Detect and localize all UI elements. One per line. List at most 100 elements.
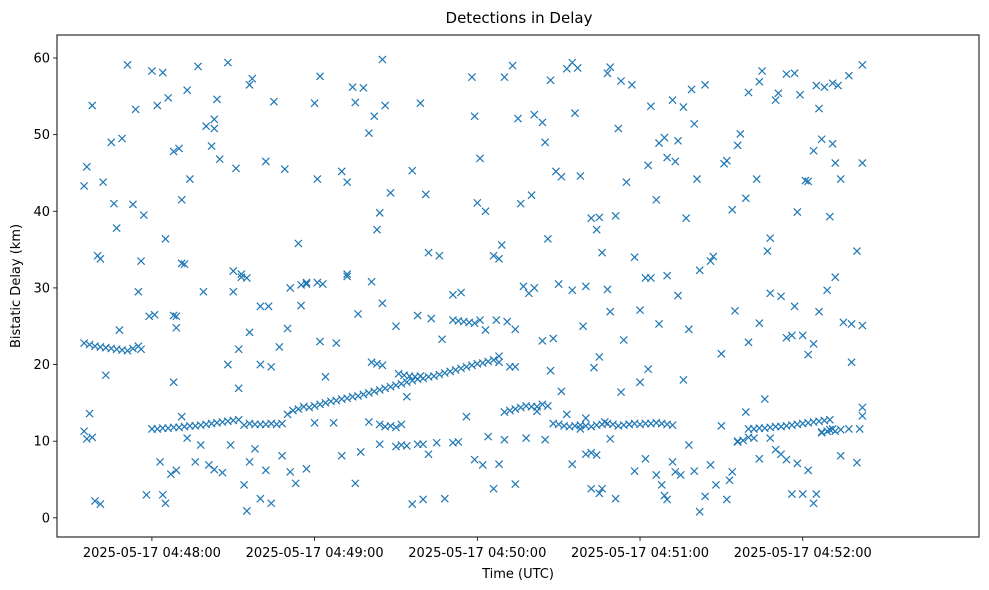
x-tick-label: 2025-05-17 04:49:00 — [246, 546, 384, 561]
data-point — [557, 387, 566, 396]
data-point — [378, 361, 387, 370]
data-point — [391, 381, 400, 390]
y-axis-label: Bistatic Delay (km) — [9, 224, 24, 348]
data-point — [386, 188, 395, 197]
data-point — [286, 283, 295, 292]
data-point — [196, 441, 205, 450]
y-tick-label: 20 — [33, 358, 50, 373]
data-point — [527, 191, 536, 200]
data-point — [774, 89, 783, 98]
data-point — [435, 251, 444, 260]
data-point — [364, 418, 373, 427]
data-point — [351, 479, 360, 488]
data-point — [177, 259, 186, 268]
data-point — [457, 288, 466, 297]
data-point — [467, 73, 476, 82]
data-point — [343, 178, 352, 187]
data-point — [367, 277, 376, 286]
data-point — [275, 342, 284, 351]
data-point — [603, 285, 612, 294]
data-point — [402, 392, 411, 401]
data-point — [611, 494, 620, 503]
data-point — [606, 63, 615, 72]
data-point — [438, 335, 447, 344]
data-point — [636, 306, 645, 315]
data-point — [302, 464, 311, 473]
data-point — [622, 178, 631, 187]
data-point — [804, 350, 813, 359]
data-point — [744, 88, 753, 97]
data-point — [394, 369, 403, 378]
data-point — [530, 283, 539, 292]
data-point — [603, 69, 612, 78]
data-point — [440, 368, 449, 378]
data-point — [557, 172, 566, 181]
data-point — [852, 247, 861, 256]
data-point — [657, 480, 666, 489]
data-point — [278, 451, 287, 460]
data-point — [337, 167, 346, 176]
data-point — [372, 359, 382, 368]
data-point — [668, 457, 677, 466]
data-point — [402, 441, 411, 450]
data-point — [139, 211, 148, 220]
data-point — [505, 406, 514, 415]
data-point — [581, 282, 590, 291]
data-point — [706, 257, 715, 266]
data-point — [231, 164, 241, 173]
data-point — [364, 129, 373, 138]
data-point — [245, 80, 254, 89]
plot-area — [56, 34, 980, 538]
data-point — [356, 447, 365, 456]
data-point — [858, 403, 867, 412]
data-point — [223, 360, 232, 369]
data-point — [717, 421, 726, 430]
y-tick-label: 30 — [33, 281, 50, 296]
data-point — [137, 345, 146, 354]
data-point — [210, 124, 219, 133]
data-point — [766, 289, 775, 298]
data-point — [343, 272, 352, 281]
data-point — [150, 310, 159, 319]
data-point — [722, 495, 731, 504]
data-point — [611, 211, 620, 220]
data-point — [644, 161, 653, 170]
data-point — [332, 339, 341, 348]
data-point — [790, 302, 799, 311]
data-point — [164, 93, 173, 102]
data-point — [470, 112, 479, 121]
data-point — [397, 420, 406, 429]
data-point — [85, 340, 94, 349]
data-point — [701, 80, 710, 89]
data-point — [652, 470, 661, 479]
data-point — [234, 345, 243, 354]
data-point — [554, 280, 563, 289]
data-point — [337, 451, 346, 460]
data-point — [671, 467, 680, 476]
data-point — [516, 403, 525, 412]
data-point — [278, 419, 287, 428]
data-point — [573, 63, 582, 72]
data-point — [825, 212, 834, 221]
data-point — [839, 318, 848, 327]
data-point — [343, 394, 352, 403]
data-point — [476, 154, 485, 163]
data-point — [348, 83, 357, 92]
data-point — [210, 465, 219, 474]
data-point — [256, 360, 265, 369]
data-point — [549, 334, 558, 343]
data-point — [858, 60, 867, 69]
data-point — [80, 181, 89, 191]
data-point — [581, 450, 590, 459]
data-point — [245, 328, 254, 337]
data-point — [579, 322, 588, 331]
data-point — [378, 299, 387, 308]
data-point — [109, 199, 118, 208]
data-point — [541, 138, 550, 147]
data-point — [375, 385, 384, 394]
data-point — [391, 442, 400, 451]
data-point — [858, 411, 867, 420]
data-point — [823, 286, 832, 295]
data-point — [90, 496, 99, 506]
data-point — [787, 331, 796, 340]
